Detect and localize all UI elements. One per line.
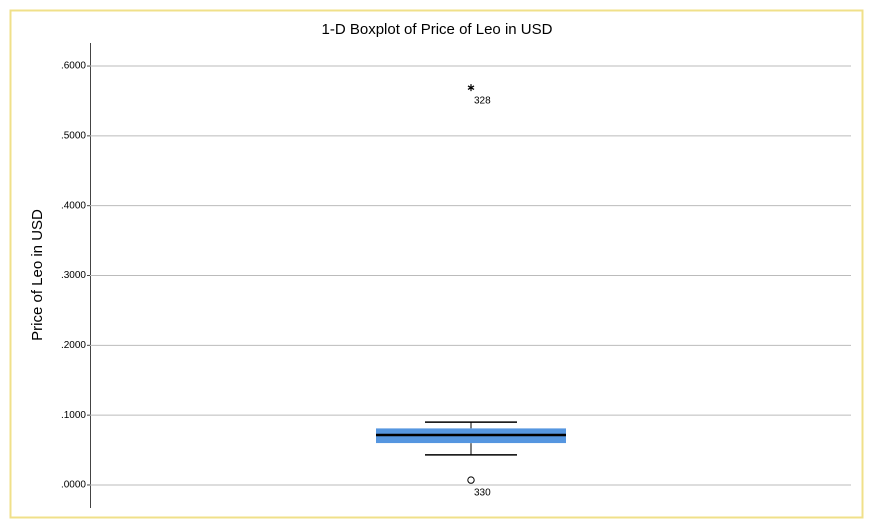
outlier: [467, 476, 475, 484]
y-tick-label: .0000: [61, 480, 86, 491]
outlier-label: 330: [474, 488, 491, 499]
y-tick-label: .1000: [61, 410, 86, 421]
y-axis-label: Price of Leo in USD: [29, 209, 46, 341]
y-tick-label: .2000: [61, 340, 86, 351]
y-tick-label: .6000: [61, 61, 86, 72]
y-tick-label: .4000: [61, 200, 86, 211]
y-tick-label: .3000: [61, 270, 86, 281]
y-tick-label: .5000: [61, 131, 86, 142]
extreme-label: 328: [474, 95, 491, 106]
extreme: [467, 84, 475, 92]
chart-title: 1-D Boxplot of Price of Leo in USD: [322, 21, 553, 38]
